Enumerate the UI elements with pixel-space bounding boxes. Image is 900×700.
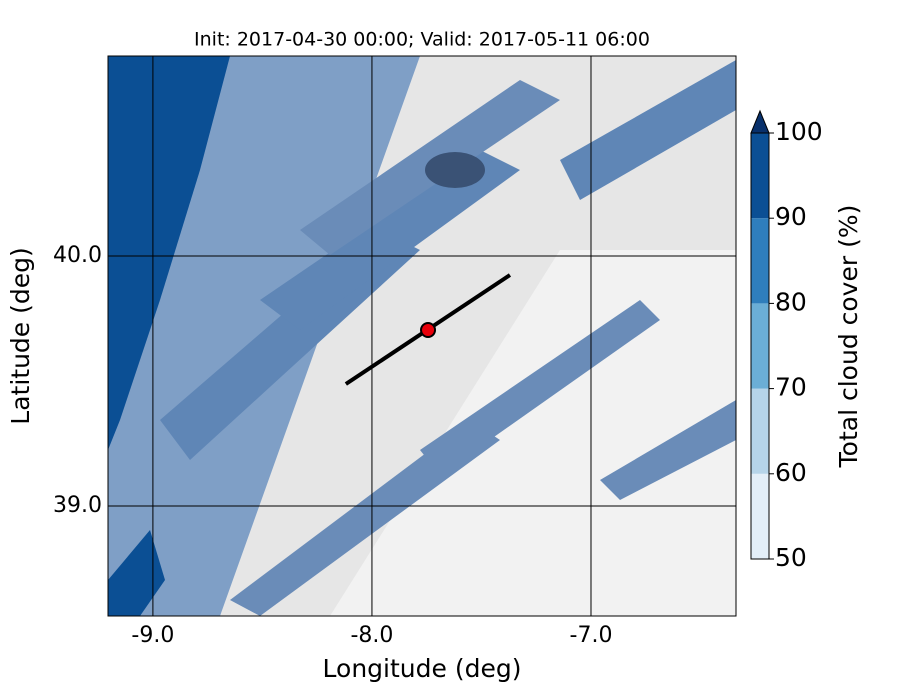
colorbar-extend bbox=[750, 109, 770, 134]
colorbar-tick-label: 70 bbox=[775, 373, 807, 402]
x-tick-label: -7.0 bbox=[570, 623, 613, 648]
colorbar-segment bbox=[751, 473, 769, 559]
colorbar-tick-label: 60 bbox=[775, 458, 807, 487]
cloud-band bbox=[230, 420, 500, 616]
plot-frame bbox=[107, 55, 737, 617]
colorbar-label: Total cloud cover (%) bbox=[834, 205, 863, 469]
cloud-band bbox=[560, 60, 736, 200]
colorbar-tick-label: 90 bbox=[775, 202, 807, 231]
cloud-band bbox=[260, 150, 520, 330]
colorbar-segment bbox=[751, 218, 769, 304]
colorbar-segment bbox=[751, 388, 769, 474]
dense-cloud bbox=[425, 152, 485, 188]
colorbar-tick-label: 50 bbox=[775, 543, 807, 572]
y-axis-label: Latitude (deg) bbox=[6, 247, 35, 424]
x-axis-label: Longitude (deg) bbox=[323, 654, 522, 683]
cloud-free-area bbox=[330, 250, 736, 616]
chart-title: Init: 2017-04-30 00:00; Valid: 2017-05-1… bbox=[194, 29, 650, 51]
x-tick-label: -9.0 bbox=[131, 623, 174, 648]
y-tick-label: 40.0 bbox=[53, 243, 102, 268]
cloud-band bbox=[600, 400, 736, 500]
colorbar-frame bbox=[750, 132, 770, 560]
colorbar-segment bbox=[751, 133, 769, 219]
colorbar-tick-label: 100 bbox=[775, 117, 823, 146]
point-marker bbox=[420, 322, 437, 338]
colorbar-segment bbox=[751, 303, 769, 389]
ocean-cloud bbox=[108, 56, 230, 450]
ocean-cloud bbox=[108, 530, 165, 616]
x-tick-label: -8.0 bbox=[350, 623, 393, 648]
map-field bbox=[108, 56, 736, 616]
colorbar-tick-label: 80 bbox=[775, 287, 807, 316]
y-tick-label: 39.0 bbox=[53, 493, 102, 518]
